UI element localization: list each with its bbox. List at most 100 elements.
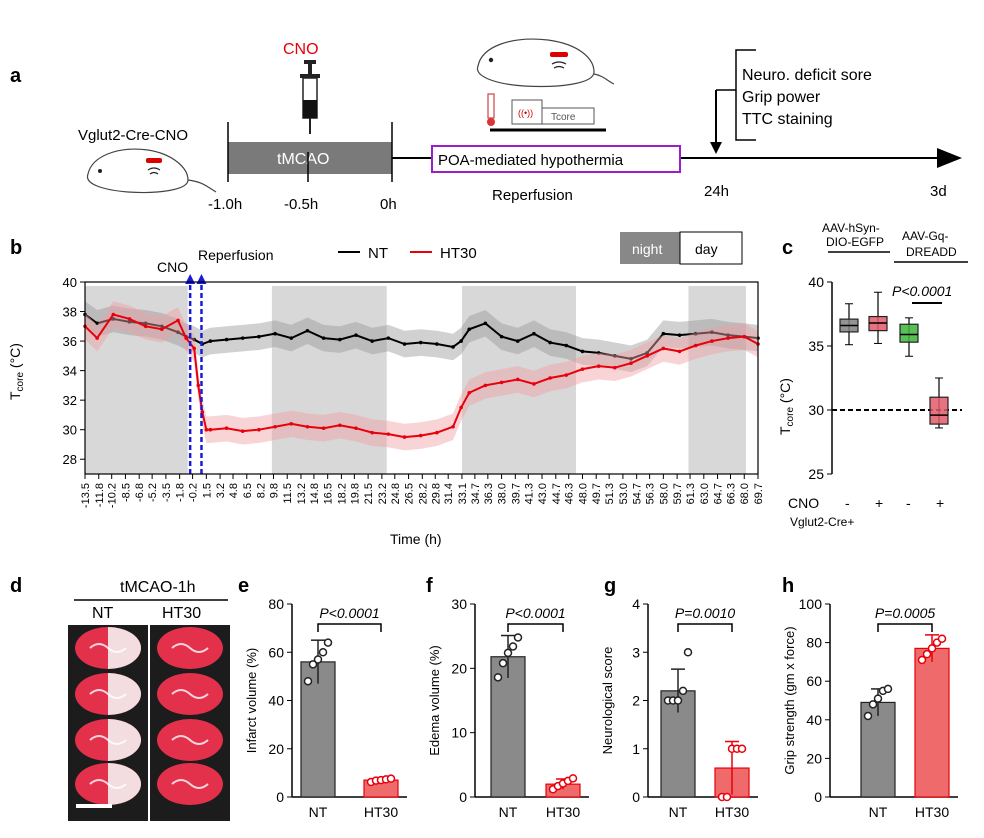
series-point xyxy=(418,433,423,438)
y-tick-label: 3 xyxy=(632,644,640,660)
time-24h: 24h xyxy=(704,183,729,200)
series-point xyxy=(548,340,552,345)
hypothermia-label: POA-mediated hypothermia xyxy=(438,152,624,169)
reperfusion-label: Reperfusion xyxy=(492,187,573,204)
series-point xyxy=(459,339,463,343)
series-point xyxy=(564,343,569,348)
data-point xyxy=(863,711,873,721)
y-tick-label: 80 xyxy=(806,635,822,651)
x-tick-label: 46.3 xyxy=(564,483,576,504)
x-tick-label: NT xyxy=(669,804,688,820)
night-legend-box xyxy=(620,232,680,264)
panel-label-a: a xyxy=(10,65,22,87)
series-point xyxy=(111,317,116,321)
series-point xyxy=(127,320,132,324)
cno-sign: + xyxy=(936,495,944,511)
data-point xyxy=(513,633,523,642)
x-tick-label: 51.3 xyxy=(604,483,616,504)
panel-label-c: c xyxy=(782,237,793,259)
x-tick-label: 61.3 xyxy=(685,483,697,504)
data-point xyxy=(503,648,513,658)
y-tick-label: 0 xyxy=(276,789,284,805)
data-point xyxy=(308,660,318,669)
x-tick-label: 64.7 xyxy=(713,483,725,504)
series-point xyxy=(677,333,682,337)
data-point xyxy=(568,774,578,783)
y-tick-label: 35 xyxy=(808,338,824,354)
x-tick-label: 1.5 xyxy=(201,483,213,498)
series-point xyxy=(289,336,294,340)
data-point xyxy=(318,648,328,657)
series-point xyxy=(111,312,116,317)
series-point xyxy=(208,339,213,343)
legend-nt: NT xyxy=(368,245,388,262)
brain-slices xyxy=(75,627,223,805)
series-point xyxy=(661,331,666,336)
series-point xyxy=(354,426,358,431)
series-point xyxy=(200,410,205,414)
x-tick-label: -3.5 xyxy=(161,483,173,502)
series-point xyxy=(710,330,714,335)
x-tick-label: 26.5 xyxy=(404,483,416,504)
y-tick-label: 1 xyxy=(632,741,640,757)
hypothermia-box xyxy=(431,145,681,173)
y-tick-label: 60 xyxy=(268,644,284,660)
mouse-label: Vglut2-Cre-CNO xyxy=(78,127,188,144)
data-point xyxy=(737,744,747,753)
y-tick-label: 40 xyxy=(63,275,77,290)
data-point xyxy=(868,700,878,709)
panel-b-ylabel: Tcore (°C) xyxy=(7,343,26,400)
y-tick-label: 20 xyxy=(268,741,284,757)
x-tick-label: 24.8 xyxy=(390,483,402,504)
series-point xyxy=(257,427,261,432)
x-tick-label: 49.7 xyxy=(591,483,603,504)
time-3d: 3d xyxy=(930,183,947,200)
data-point xyxy=(493,673,503,682)
x-tick-label: 44.7 xyxy=(551,483,563,504)
series-point xyxy=(499,334,504,339)
x-tick-label: NT xyxy=(869,804,888,820)
x-tick-label: 23.2 xyxy=(377,483,389,504)
bar-chart-e: 80 60 40 20 0 Infarct volume (%) NT HT30 P<0.000… xyxy=(244,596,407,820)
series-point xyxy=(354,333,358,337)
cno-label: CNO xyxy=(283,41,319,58)
series-point xyxy=(224,337,229,342)
series-point xyxy=(613,365,617,370)
x-tick-label: 36.3 xyxy=(483,483,495,504)
series-point xyxy=(208,427,213,432)
cno-marker-label: CNO xyxy=(157,259,188,275)
y-tick-label: 40 xyxy=(268,693,284,709)
day-label: day xyxy=(695,241,718,257)
group-label-dreadd: AAV-Gq- xyxy=(902,229,948,243)
x-tick-label: 34.7 xyxy=(470,483,482,504)
x-tick-label: 14.8 xyxy=(309,483,321,504)
series-point xyxy=(451,345,455,349)
white-matter xyxy=(171,735,209,745)
x-tick-label: 18.2 xyxy=(336,483,348,504)
data-point xyxy=(937,634,947,643)
tmcao-label: tMCAO xyxy=(277,151,329,168)
x-tick-label: 39.7 xyxy=(510,483,522,504)
bar xyxy=(914,647,950,798)
x-tick-label: 11.5 xyxy=(282,483,294,504)
series-point xyxy=(726,336,730,340)
x-tick-label: 3.2 xyxy=(215,483,227,498)
panel-a: a Vglut2-Cre-CNO tMCAO -1.0h -0.5h 0h xyxy=(10,38,962,213)
series-point xyxy=(370,430,374,435)
x-tick-label: 53.0 xyxy=(618,483,630,504)
series-point xyxy=(483,383,488,388)
y-tick-label: 32 xyxy=(63,393,77,408)
y-tick-label: 0 xyxy=(459,789,467,805)
x-tick-label: NT xyxy=(309,804,328,820)
panel-label-d: d xyxy=(10,575,22,597)
series-point xyxy=(580,367,585,371)
cno-sign: - xyxy=(906,495,911,511)
series-point xyxy=(645,351,649,355)
x-tick-label: 16.5 xyxy=(323,483,335,504)
x-tick-label: 43.0 xyxy=(537,483,549,504)
night-shade xyxy=(688,286,746,474)
series-point xyxy=(467,327,472,332)
panel-d-nt: NT xyxy=(92,605,114,622)
